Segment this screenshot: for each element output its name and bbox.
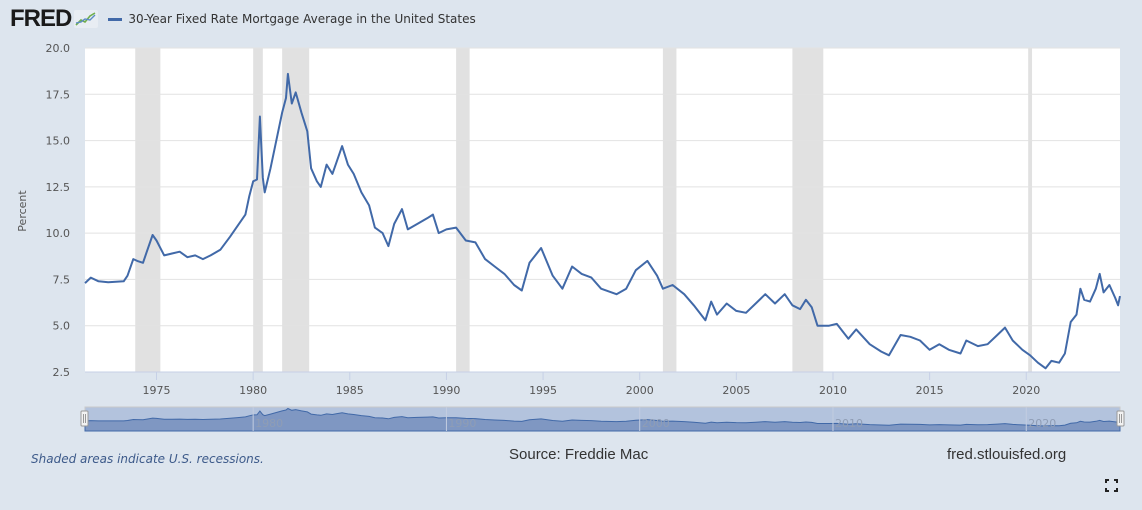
source-label: Source: Freddie Mac bbox=[509, 446, 649, 463]
navigator-tick-label: 2020 bbox=[1028, 417, 1056, 430]
y-tick-label: 20.0 bbox=[46, 42, 71, 55]
navigator-ticks: 1980 1990 2000 2010 2020 bbox=[252, 407, 1056, 431]
navigator-handle-left[interactable] bbox=[80, 410, 89, 427]
x-tick-label: 1990 bbox=[432, 384, 460, 397]
chart-trend-icon bbox=[74, 10, 99, 28]
navigator-handle-right[interactable] bbox=[1116, 410, 1125, 427]
x-tick-label: 2015 bbox=[916, 384, 944, 397]
y-tick-label: 12.5 bbox=[46, 181, 71, 194]
navigator: 1980 1990 2000 2010 2020 bbox=[80, 406, 1125, 432]
navigator-tick-label: 1990 bbox=[448, 417, 476, 430]
recession-band bbox=[135, 48, 161, 372]
recession-note: Shaded areas indicate U.S. recessions. bbox=[31, 452, 264, 466]
recession-band bbox=[662, 48, 677, 372]
fullscreen-icon[interactable] bbox=[1105, 479, 1118, 492]
x-tick-label: 2000 bbox=[626, 384, 654, 397]
y-tick-label: 10.0 bbox=[46, 227, 71, 240]
x-tick-label: 2020 bbox=[1012, 384, 1040, 397]
chart-header: FRED 30-Year Fixed Rate Mortgage Average… bbox=[10, 6, 476, 32]
legend-item[interactable]: 30-Year Fixed Rate Mortgage Average in t… bbox=[108, 12, 476, 26]
navigator-area bbox=[84, 407, 1121, 432]
x-tick-label: 1975 bbox=[143, 384, 171, 397]
legend-swatch bbox=[108, 17, 123, 21]
y-tick-label: 5.0 bbox=[53, 320, 71, 333]
plot-background bbox=[85, 48, 1120, 372]
recession-band bbox=[282, 48, 310, 372]
x-tick-label: 2010 bbox=[819, 384, 847, 397]
series-line[interactable] bbox=[84, 72, 1121, 370]
fred-url-link[interactable]: fred.stlouisfed.org bbox=[947, 446, 1067, 463]
navigator-tick-label: 2000 bbox=[642, 417, 670, 430]
y-axis-ticks: 2.5 5.0 7.5 10.0 12.5 15.0 17.5 20.0 bbox=[46, 42, 71, 379]
y-tick-label: 17.5 bbox=[46, 88, 71, 101]
recession-band bbox=[1028, 48, 1033, 372]
y-tick-label: 7.5 bbox=[53, 273, 71, 286]
gridlines bbox=[85, 47, 1120, 327]
x-tick-label: 1985 bbox=[336, 384, 364, 397]
y-tick-label: 2.5 bbox=[53, 366, 71, 379]
navigator-tick-label: 2010 bbox=[835, 417, 863, 430]
navigator-tick-label: 1980 bbox=[255, 417, 283, 430]
recession-band bbox=[253, 48, 263, 372]
x-tick-label: 1995 bbox=[529, 384, 557, 397]
y-axis-label: Percent bbox=[16, 190, 29, 232]
x-tick-label: 2005 bbox=[722, 384, 750, 397]
legend-label: 30-Year Fixed Rate Mortgage Average in t… bbox=[128, 12, 476, 26]
fred-logo[interactable]: FRED bbox=[10, 5, 72, 32]
y-tick-label: 15.0 bbox=[46, 135, 71, 148]
x-axis-ticks: 1975 1980 1985 1990 1995 2000 2005 2010 2015 2020 bbox=[143, 372, 1040, 397]
recession-band bbox=[792, 48, 824, 372]
recession-bands bbox=[135, 48, 1033, 372]
recession-band bbox=[456, 48, 470, 372]
x-tick-label: 1980 bbox=[239, 384, 267, 397]
